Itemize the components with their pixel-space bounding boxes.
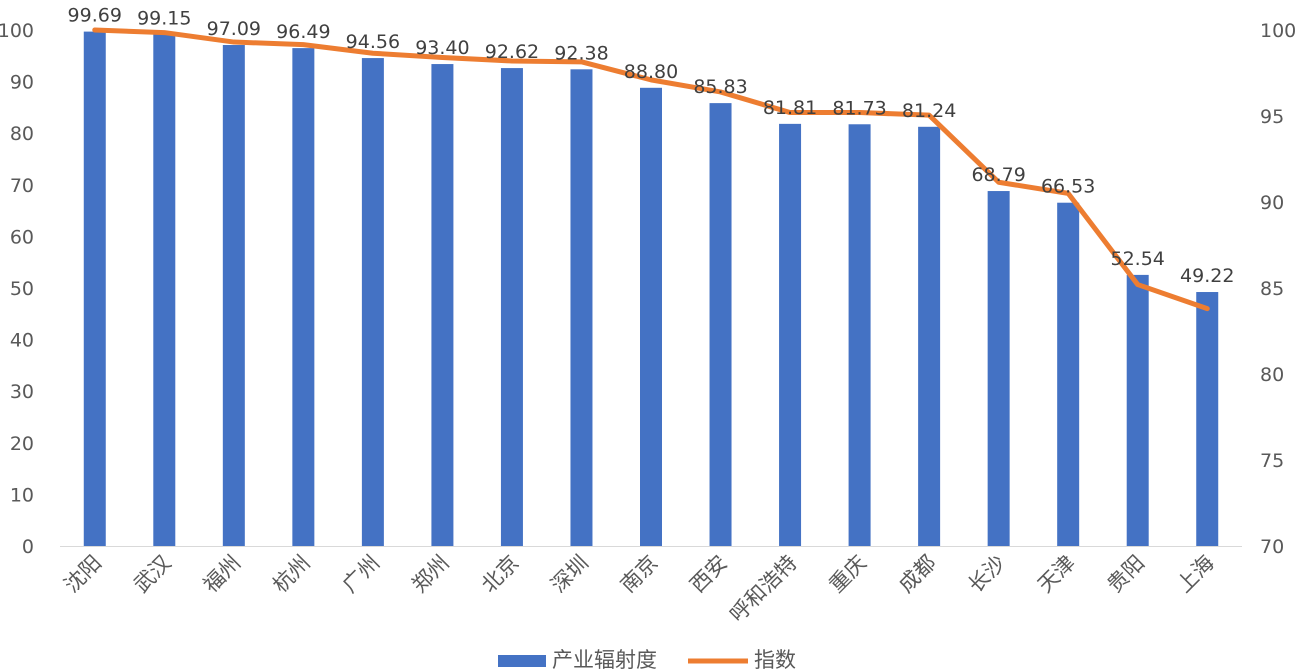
bar: [1126, 274, 1149, 546]
bar: [918, 126, 941, 546]
category-label: 长沙: [964, 551, 1011, 598]
right-tick-label: 100: [1260, 20, 1295, 42]
bar: [1196, 292, 1219, 546]
category-label: 北京: [477, 551, 524, 598]
legend: 产业辐射度 指数: [498, 648, 796, 671]
category-label: 杭州: [268, 551, 315, 598]
right-tick-label: 90: [1260, 192, 1284, 214]
left-tick-label: 20: [10, 433, 34, 455]
bar-data-label: 99.69: [68, 5, 122, 27]
left-tick-label: 80: [10, 123, 34, 145]
bar: [640, 87, 662, 547]
category-label: 郑州: [407, 551, 454, 598]
index-line: [92, 27, 1210, 312]
category-label: 天津: [1033, 551, 1080, 598]
left-tick-label: 30: [10, 381, 34, 403]
left-y-axis: 0 10 20 30 40 50 60 70 80 90 100: [0, 20, 1242, 558]
bar: [570, 69, 593, 546]
right-tick-label: 95: [1260, 106, 1284, 128]
bar-data-label: 68.79: [971, 164, 1025, 186]
bar-data-label: 99.15: [137, 7, 191, 29]
category-label: 西安: [685, 551, 732, 598]
bar-data-label: 66.53: [1041, 176, 1095, 198]
left-tick-label: 10: [10, 484, 34, 506]
bar-data-label: 97.09: [207, 18, 261, 40]
category-label: 重庆: [824, 551, 871, 598]
bar: [848, 124, 871, 547]
left-tick-label: 40: [10, 330, 34, 352]
bar-data-label: 92.38: [554, 42, 608, 64]
bar-data-label: 88.80: [624, 61, 678, 83]
left-tick-label: 70: [10, 175, 34, 197]
data-labels: 99.69 99.15 97.09 96.49 94.56 93.40 92.62 92.38…: [68, 5, 1235, 287]
category-label: 深圳: [546, 551, 593, 598]
legend-label-bar: 产业辐射度: [552, 648, 657, 671]
bar-data-label: 52.54: [1111, 248, 1165, 270]
category-label: 广州: [338, 551, 385, 598]
bar: [779, 123, 802, 546]
legend-label-line: 指数: [754, 648, 796, 671]
right-tick-label: 80: [1260, 364, 1284, 386]
bar: [153, 34, 176, 547]
bar: [222, 45, 245, 547]
bar-data-label: 93.40: [415, 37, 469, 59]
right-tick-label: 75: [1260, 450, 1284, 472]
category-label: 上海: [1172, 551, 1219, 598]
bar-data-label: 81.24: [902, 100, 956, 122]
category-label: 沈阳: [60, 551, 107, 598]
bar: [361, 58, 384, 546]
line-series-指数: [92, 27, 1210, 312]
right-tick-label: 85: [1260, 278, 1284, 300]
bar: [83, 31, 106, 546]
bar-series-产业辐射度: [83, 31, 1219, 547]
bar-data-label: 81.81: [763, 97, 817, 119]
left-tick-label: 90: [10, 72, 34, 94]
bar-data-label: 81.73: [832, 97, 886, 119]
bar-data-label: 85.83: [693, 76, 747, 98]
bar: [987, 191, 1010, 547]
bar-data-label: 92.62: [485, 41, 539, 63]
bar-data-label: 49.22: [1180, 265, 1234, 287]
bar-data-label: 96.49: [276, 21, 330, 43]
category-label: 贵阳: [1103, 551, 1150, 598]
left-tick-label: 100: [0, 20, 34, 42]
bar: [292, 48, 315, 546]
right-y-axis: 70 75 80 85 90 95 100: [1260, 20, 1295, 558]
category-label: 南京: [616, 551, 663, 598]
category-label: 福州: [199, 551, 246, 598]
category-label: 武汉: [129, 551, 176, 598]
right-tick-label: 70: [1260, 536, 1284, 558]
left-tick-label: 0: [22, 536, 34, 558]
category-label: 呼和浩特: [725, 551, 801, 627]
category-label: 成都: [894, 551, 941, 598]
bar: [709, 103, 732, 547]
bar: [431, 64, 454, 546]
left-tick-label: 50: [10, 278, 34, 300]
left-tick-label: 60: [10, 226, 34, 248]
bar: [500, 68, 523, 546]
legend-swatch-bar: [498, 655, 546, 667]
bar: [1057, 202, 1080, 546]
bar-data-label: 94.56: [346, 31, 400, 53]
